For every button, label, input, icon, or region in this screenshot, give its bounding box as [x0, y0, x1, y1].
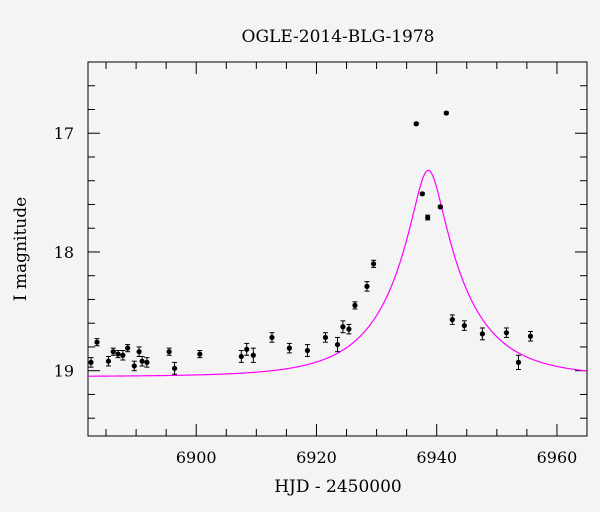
- point-marker: [503, 330, 510, 336]
- data-point: [144, 357, 150, 368]
- data-point: [443, 110, 449, 116]
- point-marker: [479, 331, 485, 337]
- point-marker: [449, 317, 455, 323]
- data-point: [244, 342, 250, 356]
- data-point: [166, 347, 172, 356]
- y-tick-label: 17: [54, 124, 74, 143]
- data-point: [503, 327, 510, 338]
- data-point: [238, 350, 244, 363]
- data-point: [197, 350, 203, 359]
- data-point: [515, 354, 522, 371]
- point-marker: [88, 359, 94, 365]
- y-axis-label: I magnitude: [11, 197, 31, 301]
- point-marker: [144, 359, 150, 365]
- point-marker: [346, 326, 352, 332]
- data-point: [139, 355, 145, 367]
- point-marker: [419, 191, 425, 197]
- data-point: [250, 347, 256, 363]
- point-marker: [425, 214, 431, 221]
- model-curve-layer: [87, 169, 588, 377]
- point-marker: [443, 110, 449, 116]
- data-points-layer: [88, 110, 534, 375]
- data-point: [334, 336, 341, 353]
- point-marker: [139, 358, 145, 364]
- point-marker: [94, 339, 100, 345]
- point-marker: [110, 349, 116, 355]
- data-point: [352, 301, 358, 310]
- data-point: [419, 191, 425, 197]
- point-marker: [166, 349, 172, 355]
- point-marker: [461, 322, 467, 329]
- point-marker: [136, 349, 142, 355]
- data-point: [115, 350, 121, 359]
- point-marker: [322, 334, 329, 341]
- point-marker: [413, 121, 419, 127]
- point-marker: [370, 261, 377, 267]
- data-point: [370, 259, 377, 268]
- data-point: [413, 121, 419, 127]
- data-point: [527, 331, 534, 342]
- data-point: [94, 338, 100, 347]
- data-point: [171, 361, 178, 375]
- data-point: [425, 214, 431, 221]
- point-marker: [131, 363, 137, 369]
- data-point: [340, 320, 346, 334]
- y-tick-label: 19: [54, 362, 74, 381]
- point-marker: [244, 346, 250, 352]
- point-marker: [304, 347, 311, 354]
- data-point: [437, 204, 443, 210]
- point-marker: [105, 358, 112, 364]
- point-marker: [437, 204, 443, 210]
- point-marker: [197, 351, 203, 357]
- data-point: [461, 320, 467, 331]
- x-tick-label: 6900: [176, 448, 217, 467]
- data-point: [364, 281, 370, 292]
- point-marker: [171, 365, 178, 371]
- point-marker: [286, 345, 293, 351]
- point-marker: [334, 341, 341, 348]
- data-point: [286, 342, 293, 354]
- point-marker: [364, 283, 370, 289]
- data-point: [131, 360, 137, 372]
- data-point: [110, 347, 116, 356]
- point-marker: [125, 345, 131, 351]
- y-axis: 17 18 19: [54, 61, 587, 419]
- y-tick-label: 18: [54, 243, 74, 262]
- data-point: [136, 346, 142, 357]
- x-tick-label: 6960: [537, 448, 578, 467]
- data-point: [105, 355, 112, 367]
- data-point: [449, 314, 455, 325]
- x-tick-label: 6920: [296, 448, 337, 467]
- point-marker: [120, 352, 126, 358]
- data-point: [269, 332, 275, 343]
- data-point: [346, 323, 352, 335]
- x-axis: 6900 6920 6940 6960: [105, 62, 588, 467]
- point-marker: [515, 359, 522, 365]
- x-tick-label: 6940: [416, 448, 457, 467]
- x-axis-label: HJD - 2450000: [274, 477, 402, 497]
- data-point: [304, 344, 311, 357]
- data-point: [479, 327, 485, 341]
- point-marker: [238, 353, 244, 360]
- data-point: [125, 344, 131, 353]
- point-marker: [269, 334, 275, 341]
- data-point: [322, 332, 329, 343]
- chart-title: OGLE-2014-BLG-1978: [242, 27, 435, 47]
- point-marker: [527, 333, 534, 339]
- point-marker: [250, 352, 256, 358]
- point-marker: [352, 302, 358, 308]
- point-marker: [115, 351, 121, 357]
- plot-frame: [87, 61, 588, 437]
- data-point: [88, 357, 94, 368]
- point-marker: [340, 324, 346, 330]
- data-point: [120, 350, 126, 361]
- model-curve: [87, 169, 588, 377]
